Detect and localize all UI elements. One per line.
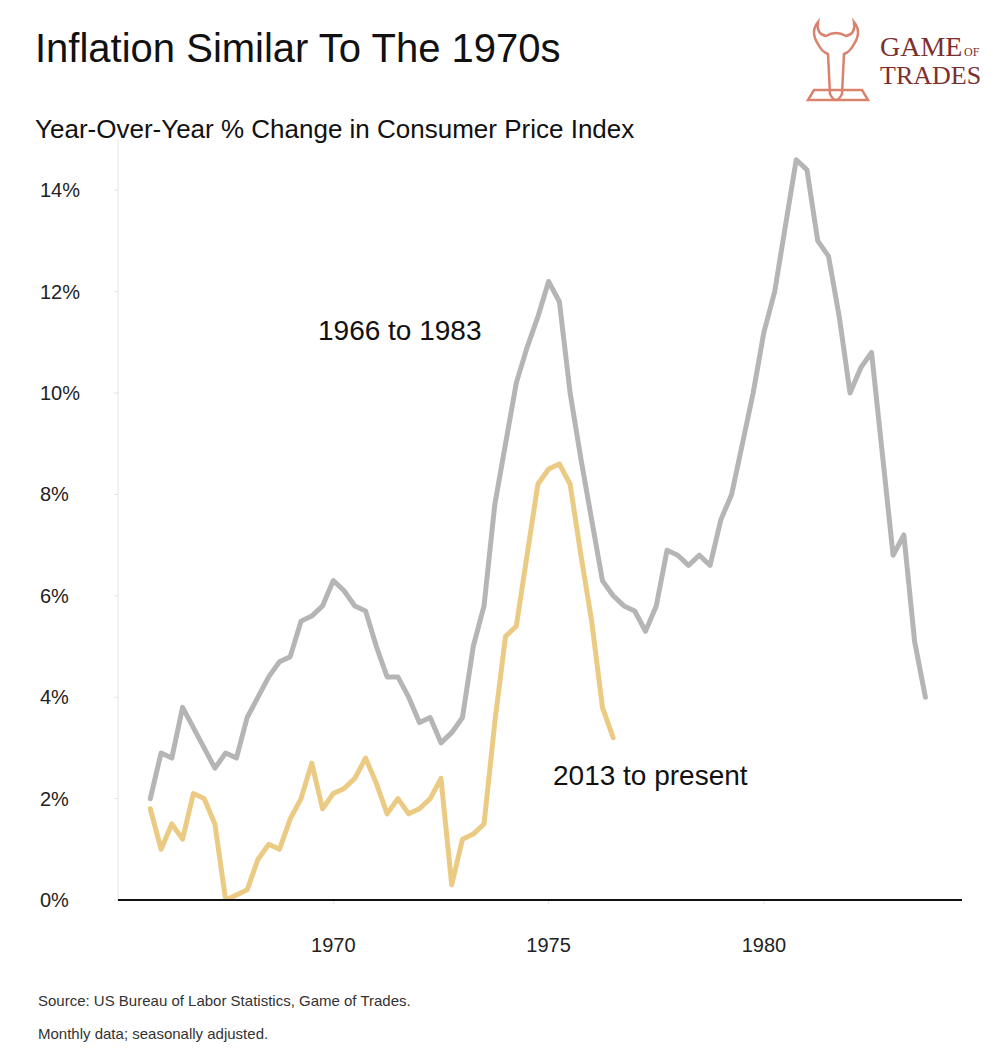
note: Source: US Bureau of Labor Statistics, G… [38, 992, 411, 1009]
y-tick-label: 4% [40, 686, 69, 708]
logo-icon [814, 22, 858, 100]
note: Monthly data; seasonally adjusted. [38, 1025, 268, 1042]
y-tick-label: 14% [40, 179, 80, 201]
y-tick-label: 12% [40, 281, 80, 303]
series-label: 1966 to 1983 [318, 315, 482, 346]
brand-text: GAME [880, 31, 962, 62]
y-tick-label: 6% [40, 585, 69, 607]
subtitle: Year-Over-Year % Change in Consumer Pric… [35, 114, 634, 144]
x-axis-line [118, 899, 962, 901]
y-tick [114, 798, 118, 799]
y-tick [114, 190, 118, 191]
y-tick-label: 2% [40, 788, 69, 810]
x-tick-label: 1980 [742, 934, 787, 956]
series-label: 2013 to present [553, 760, 748, 791]
title: Inflation Similar To The 1970s [35, 26, 561, 70]
logo: GAMEOF TRADES [808, 22, 981, 100]
y-tick [114, 595, 118, 596]
plot-area [150, 160, 925, 900]
series-line [150, 160, 925, 799]
x-tick-label: 1970 [311, 934, 356, 956]
y-axis-line [118, 140, 119, 901]
x-tick-label: 1975 [526, 934, 571, 956]
y-tick-label: 0% [40, 889, 69, 911]
chart: Inflation Similar To The 1970s Year-Over-… [0, 0, 1000, 1059]
y-tick [114, 900, 118, 901]
y-tick-label: 10% [40, 382, 80, 404]
brand-text: TRADES [880, 61, 981, 90]
brand-text: OF [964, 45, 980, 59]
series-line [150, 464, 613, 900]
y-tick [114, 494, 118, 495]
y-tick [114, 393, 118, 394]
y-tick [114, 697, 118, 698]
y-tick [114, 291, 118, 292]
y-tick-label: 8% [40, 483, 69, 505]
logo-base [808, 90, 868, 100]
